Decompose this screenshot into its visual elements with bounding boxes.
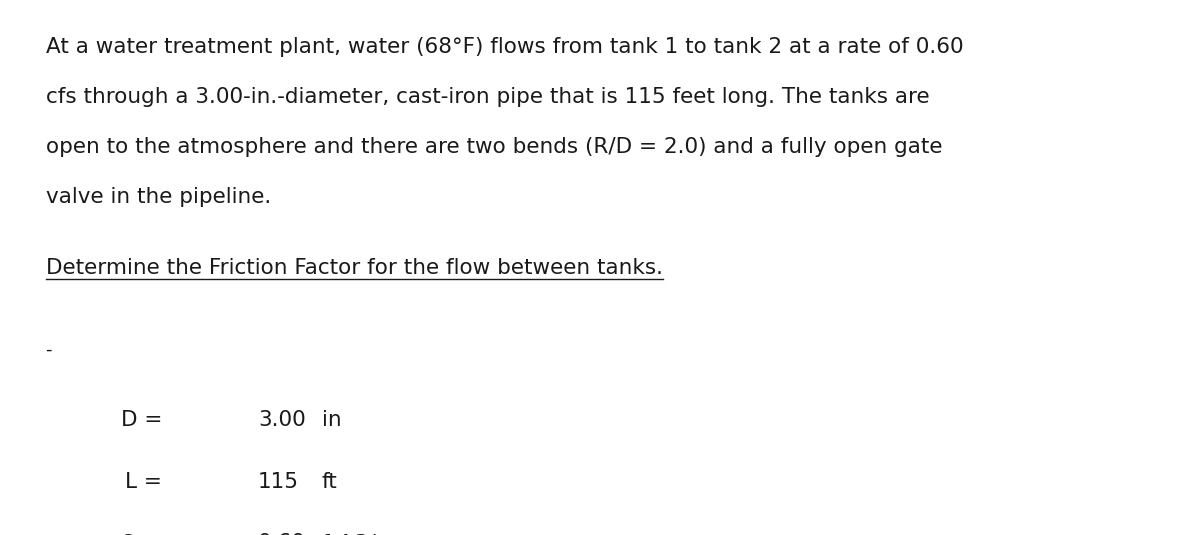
Text: 0.60: 0.60 (258, 533, 306, 535)
Text: D =: D = (121, 410, 162, 430)
Text: Q =: Q = (120, 533, 162, 535)
Text: 115: 115 (258, 472, 299, 492)
Text: in: in (322, 410, 341, 430)
Text: ft: ft (322, 472, 337, 492)
Text: L =: L = (125, 472, 162, 492)
Text: ft^3/s: ft^3/s (322, 533, 388, 535)
Text: open to the atmosphere and there are two bends (R/D = 2.0) and a fully open gate: open to the atmosphere and there are two… (46, 137, 942, 157)
Text: valve in the pipeline.: valve in the pipeline. (46, 187, 271, 207)
Text: cfs through a 3.00-in.-diameter, cast-iron pipe that is 115 feet long. The tanks: cfs through a 3.00-in.-diameter, cast-ir… (46, 87, 929, 107)
Text: -: - (46, 341, 52, 359)
Text: 3.00: 3.00 (258, 410, 306, 430)
Text: At a water treatment plant, water (68°F) flows from tank 1 to tank 2 at a rate o: At a water treatment plant, water (68°F)… (46, 37, 964, 57)
Text: Determine the Friction Factor for the flow between tanks.: Determine the Friction Factor for the fl… (46, 258, 662, 278)
